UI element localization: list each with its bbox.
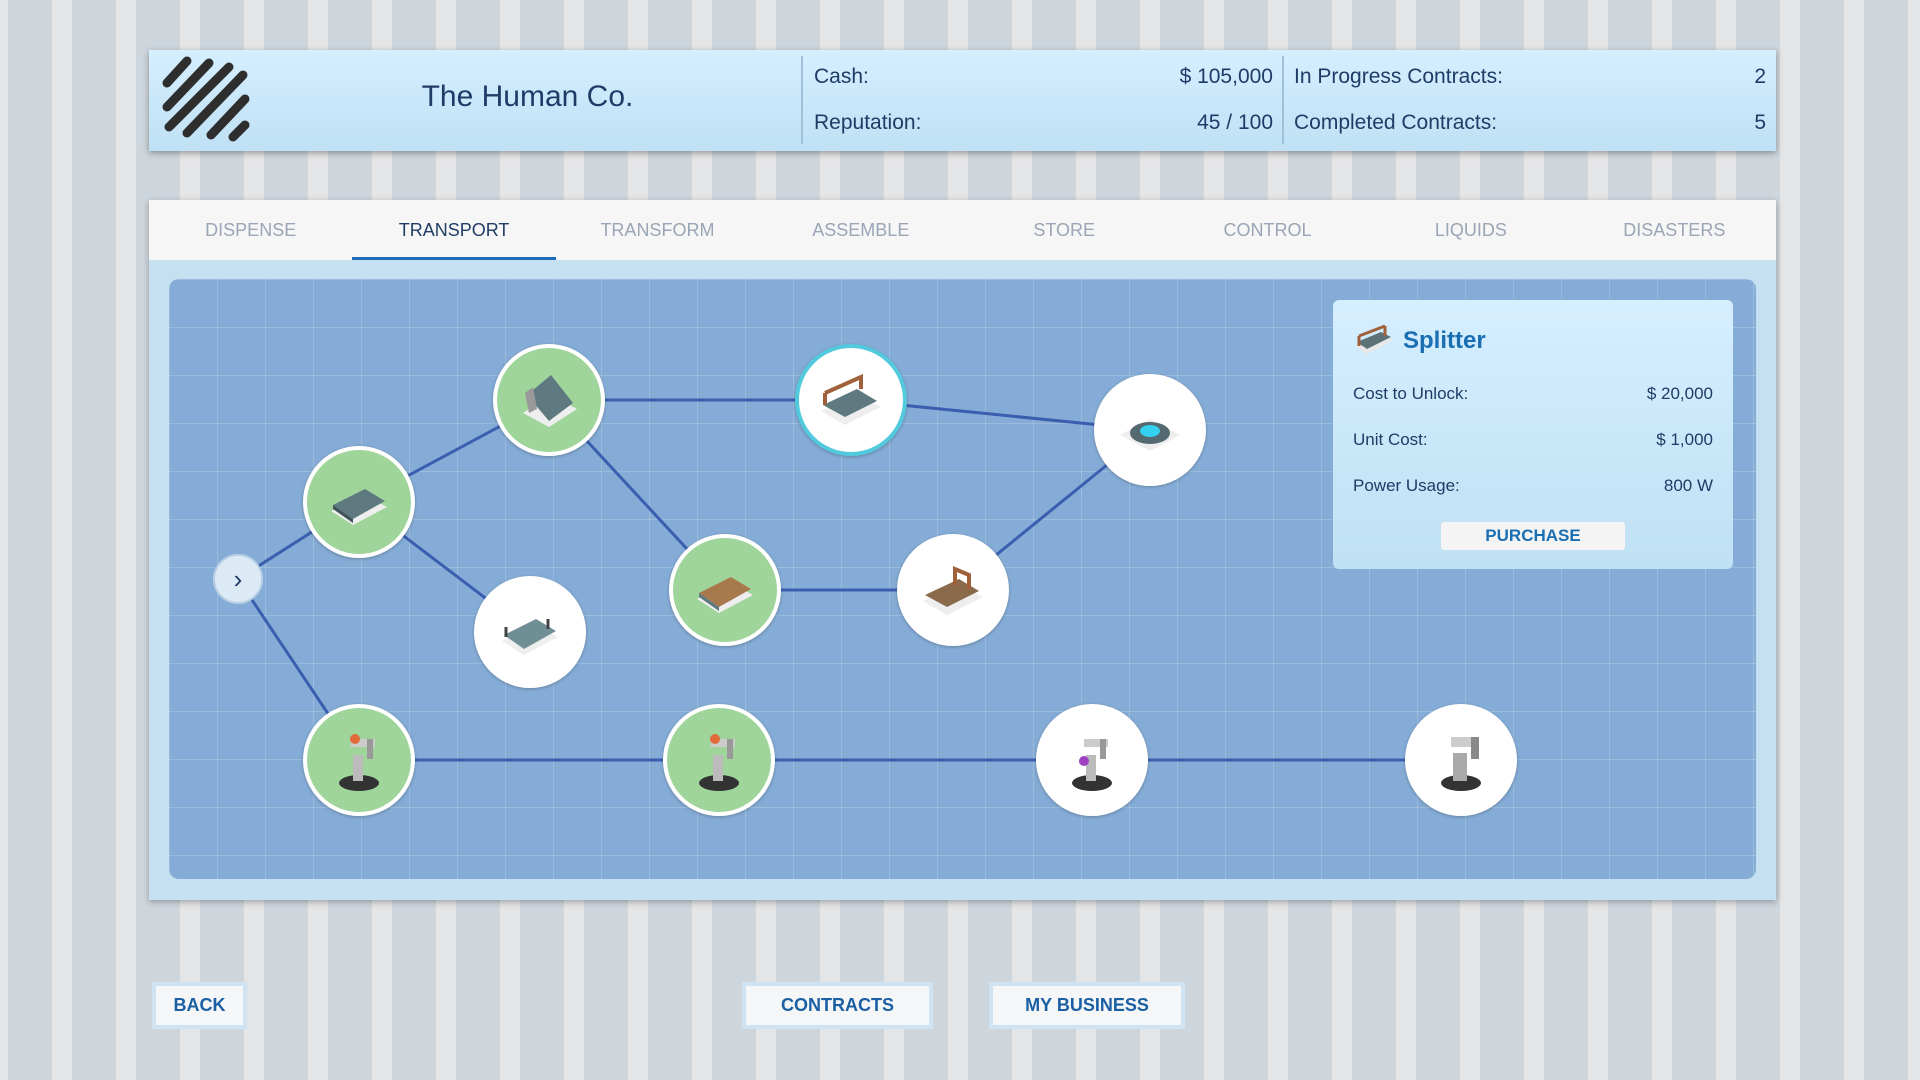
roller-conveyor-icon bbox=[502, 619, 558, 655]
completed-value: 5 bbox=[1754, 111, 1766, 134]
tree-node-wooden-conveyor[interactable] bbox=[669, 534, 781, 646]
unit-cost-row: Unit Cost: $ 1,000 bbox=[1353, 430, 1713, 450]
item-details-card: Splitter Cost to Unlock: $ 20,000 Unit Co… bbox=[1333, 300, 1733, 569]
cost-label: Cost to Unlock: bbox=[1353, 384, 1469, 403]
back-button[interactable]: BACK bbox=[152, 982, 247, 1029]
power-label: Power Usage: bbox=[1353, 476, 1460, 495]
company-header bbox=[149, 50, 1776, 151]
tree-node-robot-arm[interactable] bbox=[663, 704, 775, 816]
item-title: Splitter bbox=[1403, 327, 1486, 354]
cost-value: $ 20,000 bbox=[1646, 384, 1713, 403]
my-business-button[interactable]: MY BUSINESS bbox=[989, 982, 1185, 1029]
in-progress-value: 2 bbox=[1754, 65, 1766, 88]
tree-node-conveyor[interactable] bbox=[303, 446, 415, 558]
robot-arm-heavy-icon bbox=[1441, 737, 1481, 791]
tab-dispense[interactable]: DISPENSE bbox=[205, 220, 297, 240]
tab-transform[interactable]: TRANSFORM bbox=[600, 220, 715, 240]
purchase-button[interactable]: PURCHASE bbox=[1441, 522, 1625, 550]
teleporter-icon bbox=[1120, 419, 1180, 451]
power-row: Power Usage: 800 W bbox=[1353, 476, 1713, 496]
reputation-label: Reputation: bbox=[814, 111, 922, 134]
tree-node-robot-arm-purple[interactable] bbox=[1036, 704, 1148, 816]
tree-node-splitter[interactable] bbox=[795, 344, 907, 456]
tree-node-ramp-conveyor[interactable] bbox=[493, 344, 605, 456]
tech-tree-map[interactable]: › bbox=[169, 279, 1756, 879]
unit-cost-label: Unit Cost: bbox=[1353, 430, 1428, 449]
divider bbox=[801, 56, 803, 144]
unit-cost-value: $ 1,000 bbox=[1656, 430, 1713, 449]
tree-node-roller-conveyor[interactable] bbox=[474, 576, 586, 688]
splitter-icon bbox=[821, 373, 881, 425]
tree-node-teleporter[interactable] bbox=[1094, 374, 1206, 486]
company-logo bbox=[162, 56, 250, 142]
expand-tree-button[interactable]: › bbox=[213, 554, 263, 604]
divider bbox=[1282, 56, 1284, 144]
tab-control[interactable]: CONTROL bbox=[1223, 220, 1312, 240]
conveyor-icon bbox=[331, 489, 387, 525]
reputation-value: 45 / 100 bbox=[1197, 111, 1273, 134]
wooden-conveyor-icon bbox=[697, 577, 753, 613]
tab-liquids[interactable]: LIQUIDS bbox=[1434, 220, 1507, 240]
company-name: The Human Co. bbox=[421, 80, 634, 113]
tree-node-sorter[interactable] bbox=[897, 534, 1009, 646]
ramp-conveyor-icon bbox=[523, 375, 577, 427]
cash-label: Cash: bbox=[814, 65, 869, 88]
chevron-right-icon: › bbox=[233, 563, 243, 594]
tab-transport[interactable]: TRANSPORT bbox=[352, 200, 557, 260]
tree-node-robot-arm[interactable] bbox=[303, 704, 415, 816]
tab-store[interactable]: STORE bbox=[1033, 220, 1096, 240]
completed-label: Completed Contracts: bbox=[1294, 111, 1498, 134]
robot-arm-icon bbox=[699, 734, 739, 791]
cash-value: $ 105,000 bbox=[1179, 65, 1273, 88]
robot-arm-icon bbox=[339, 734, 379, 791]
tab-disasters[interactable]: DISASTERS bbox=[1623, 220, 1726, 240]
cost-row: Cost to Unlock: $ 20,000 bbox=[1353, 384, 1713, 404]
power-value: 800 W bbox=[1663, 476, 1713, 495]
in-progress-label: In Progress Contracts: bbox=[1294, 65, 1503, 88]
category-tabs: DISPENSE TRANSPORT TRANSFORM ASSEMBLE ST… bbox=[149, 200, 1776, 260]
robot-arm-purple-icon bbox=[1072, 739, 1112, 791]
splitter-icon bbox=[1355, 324, 1393, 354]
sorter-icon bbox=[923, 565, 983, 615]
tree-node-robot-arm-heavy[interactable] bbox=[1405, 704, 1517, 816]
contracts-button[interactable]: CONTRACTS bbox=[742, 982, 933, 1029]
tab-assemble[interactable]: ASSEMBLE bbox=[812, 220, 910, 240]
